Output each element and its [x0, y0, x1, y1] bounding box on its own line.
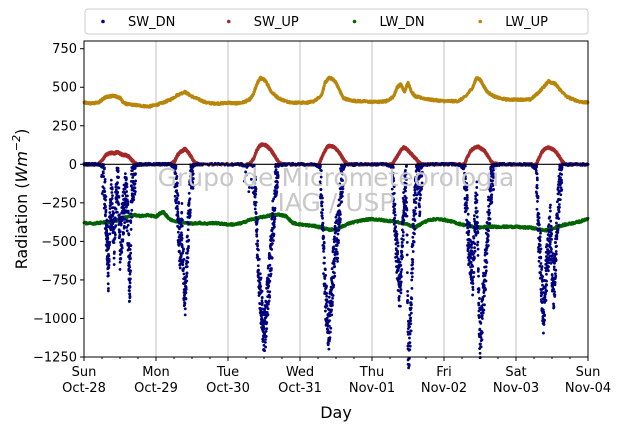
data-point [322, 87, 325, 90]
series-layer [83, 76, 590, 370]
series-lw-up [83, 76, 590, 109]
